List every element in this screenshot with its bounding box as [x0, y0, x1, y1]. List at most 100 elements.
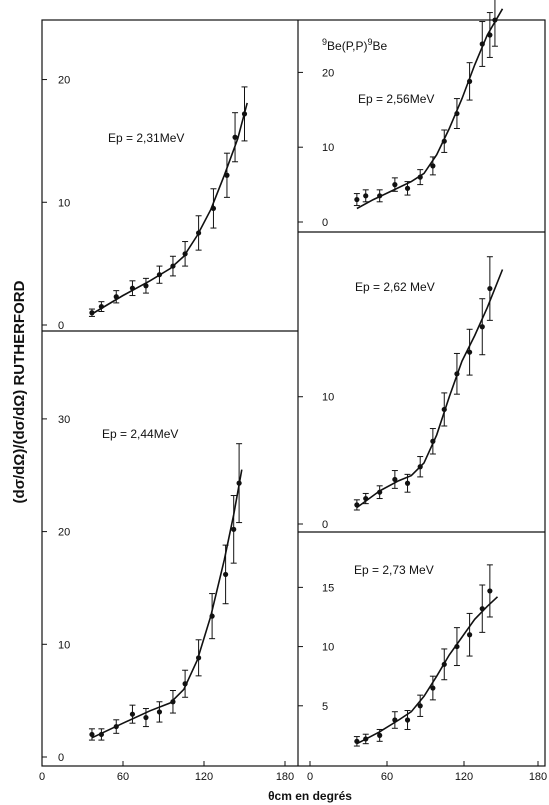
data-point: [354, 738, 360, 744]
data-point: [430, 163, 436, 169]
data-point: [170, 699, 176, 705]
y-tick-label: 20: [58, 527, 70, 539]
data-point: [170, 263, 176, 269]
data-point: [129, 285, 136, 291]
energy-label: Ep = 2,44MeV: [102, 427, 178, 441]
data-point: [224, 172, 230, 178]
data-point: [89, 731, 95, 738]
data-point: [404, 185, 411, 191]
data-point: [182, 681, 188, 687]
panel-5: 5 10 15 Ep = 2,73 MeV: [298, 563, 499, 747]
data-point: [392, 717, 398, 723]
title-end: Be: [373, 39, 388, 53]
x-ticks-left: 0 60 120 180: [39, 771, 294, 783]
data-point: [467, 632, 473, 638]
x-tick-marks: [41, 761, 539, 766]
panel-3: 0 10 20 Ep = 2,56MeV: [298, 0, 504, 229]
y-tick-label: 10: [58, 639, 70, 651]
data-point: [377, 193, 383, 199]
title-sup-1: 9: [322, 37, 327, 47]
data-point: [377, 732, 383, 738]
y-tick-label: 5: [322, 701, 328, 713]
data-point: [479, 41, 485, 47]
data-point: [231, 526, 237, 532]
y-tick-label: 10: [322, 142, 334, 154]
y-tick-label: 20: [322, 67, 334, 79]
y-tick-label: 10: [322, 642, 334, 654]
energy-label: Ep = 2,62 MeV: [355, 280, 435, 294]
data-point: [354, 196, 360, 203]
energy-label: Ep = 2,31MeV: [108, 131, 184, 145]
data-point: [417, 174, 423, 180]
data-point: [430, 685, 436, 691]
panel-4: 0 10 Ep = 2,62 MeV: [298, 256, 504, 531]
y-axis-label: (dσ/dΩ)/(dσ/dΩ) RUTHERFORD: [11, 280, 28, 503]
data-point: [392, 182, 398, 188]
y-tick-label: 10: [58, 197, 70, 209]
energy-label: Ep = 2,56MeV: [358, 92, 434, 106]
data-point: [156, 709, 163, 715]
fit-curve: [356, 596, 499, 745]
data-point: [156, 272, 163, 278]
x-tick-label: 120: [455, 771, 473, 783]
data-point: [487, 588, 493, 594]
x-tick-label: 60: [381, 771, 393, 783]
data-point: [129, 711, 136, 717]
data-point: [113, 723, 119, 730]
data-point: [143, 283, 149, 289]
data-point: [89, 310, 95, 316]
data-point: [98, 303, 104, 310]
y-tick-label: 0: [322, 519, 328, 531]
data-point: [492, 17, 498, 23]
data-point: [467, 78, 473, 84]
data-point: [441, 138, 447, 144]
x-tick-label: 0: [39, 771, 45, 783]
data-point: [210, 205, 217, 212]
x-ticks-right: 0 60 120 180: [307, 771, 547, 783]
data-point: [479, 606, 485, 612]
data-point: [182, 251, 188, 257]
y-tick-label: 10: [322, 392, 334, 404]
data-point: [143, 714, 149, 721]
panel-1: 0 10 20 Ep = 2,31MeV: [42, 75, 248, 332]
data-point: [232, 134, 238, 140]
title-sup-2: 9: [367, 37, 372, 47]
y-tick-label: 0: [322, 217, 328, 229]
data-point: [404, 480, 411, 486]
data-point: [454, 371, 460, 377]
reaction-title: 9Be(P,P)9Be: [322, 37, 388, 53]
data-point: [241, 111, 248, 117]
data-point: [430, 438, 436, 444]
data-point: [467, 349, 473, 355]
data-point: [454, 110, 460, 117]
panel-2: 0 10 20 30 Ep = 2,44MeV: [42, 414, 243, 764]
panels: 0 10 20 Ep = 2,31MeV 0 10 20 30 Ep = 2,44MeV 0 10 2…: [41, 0, 539, 766]
y-tick-label: 30: [58, 414, 70, 426]
data-point: [454, 643, 460, 650]
data-point: [363, 193, 369, 199]
data-point: [363, 495, 369, 502]
data-point: [196, 655, 202, 661]
x-tick-label: 120: [195, 771, 213, 783]
energy-label: Ep = 2,73 MeV: [354, 563, 434, 577]
data-point: [209, 613, 215, 619]
fit-curve: [356, 8, 504, 210]
data-point: [98, 731, 104, 738]
data-point: [417, 464, 423, 470]
x-axis-label: θcm en degrés: [268, 789, 352, 803]
x-tick-label: 60: [117, 771, 129, 783]
data-point: [354, 502, 360, 508]
data-point: [417, 703, 423, 709]
data-point: [487, 32, 493, 38]
data-point: [196, 230, 202, 236]
x-tick-label: 180: [529, 771, 547, 783]
title-mid: Be(P,P): [327, 39, 367, 53]
data-point: [479, 324, 485, 330]
data-point: [392, 476, 398, 483]
fit-curve: [91, 102, 248, 315]
fit-curve: [356, 269, 504, 509]
data-point: [441, 406, 447, 413]
y-tick-label: 20: [58, 75, 70, 87]
data-point: [113, 294, 119, 300]
